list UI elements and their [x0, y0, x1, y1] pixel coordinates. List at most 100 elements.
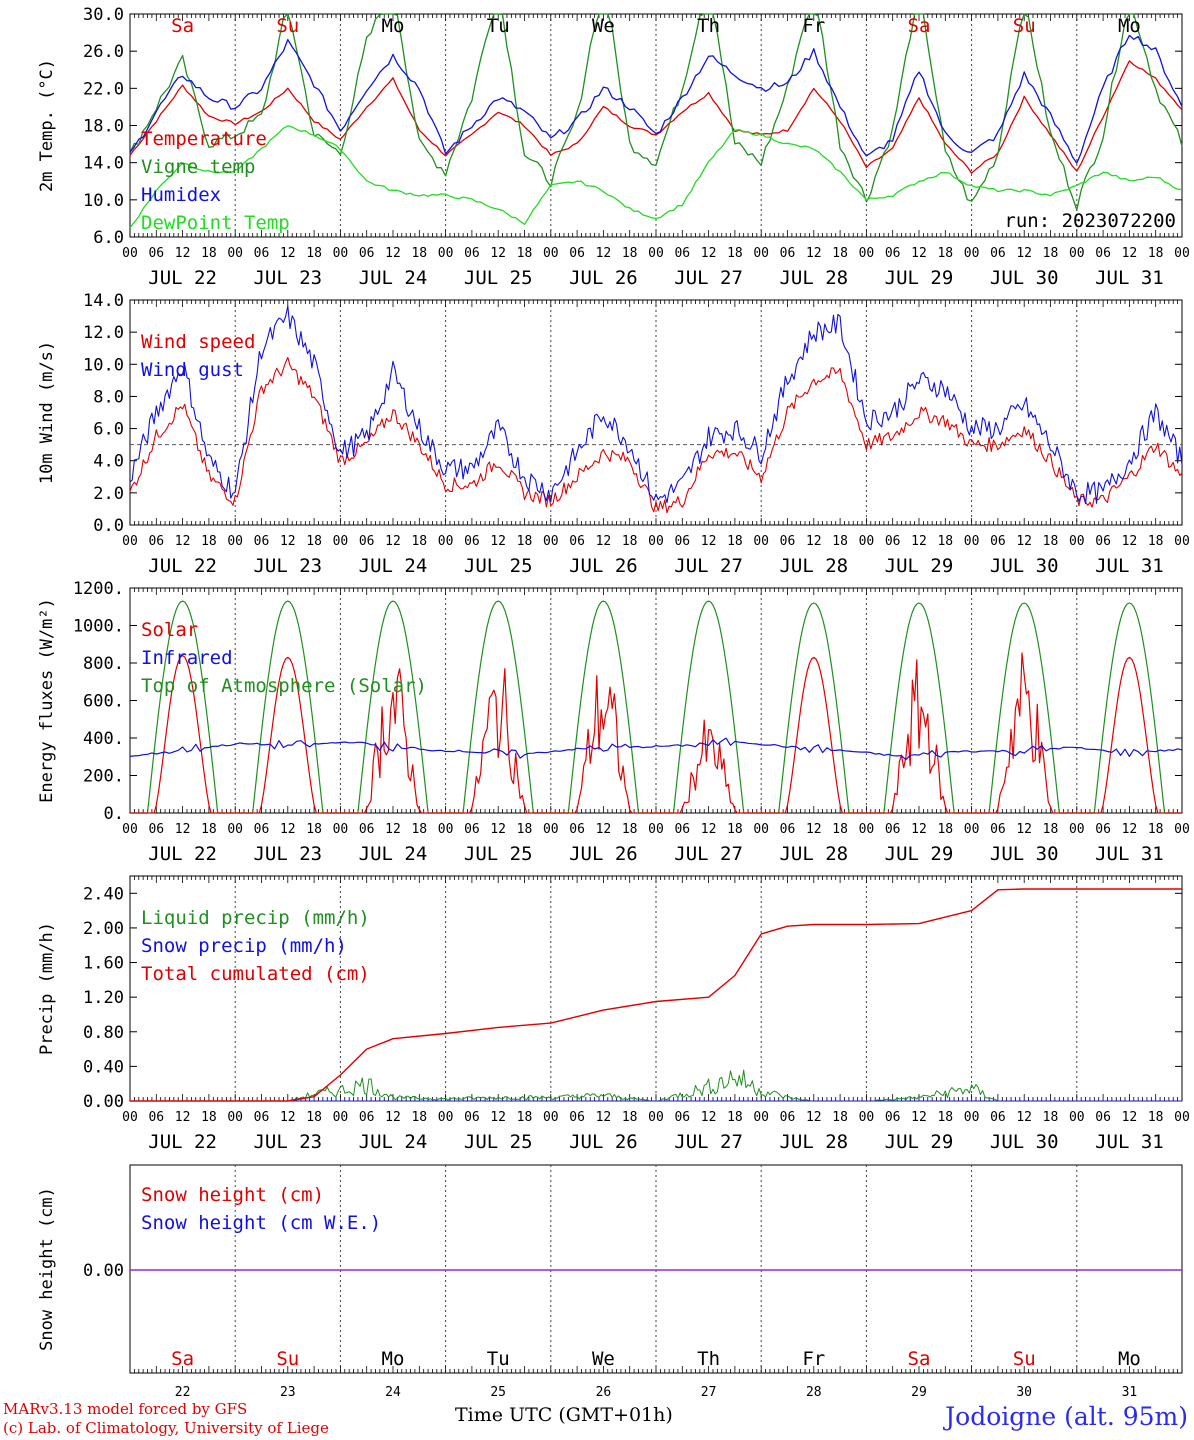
hour-tick-label: 00 [648, 1110, 664, 1125]
hour-tick-label: 18 [1148, 822, 1164, 837]
hour-tick-label: 18 [622, 534, 638, 549]
hour-tick-label: 18 [411, 1110, 427, 1125]
hour-tick-label: 12 [806, 822, 822, 837]
weekday-label: Sa [171, 15, 194, 37]
hour-tick-label: 12 [490, 246, 506, 261]
legend-entry: Wind speed [141, 331, 255, 353]
y-tick-label: 0.00 [83, 1092, 124, 1112]
weekday-label: Tu [487, 15, 510, 37]
hour-tick-label: 12 [596, 1110, 612, 1125]
hour-tick-label: 12 [596, 534, 612, 549]
y-tick-label: 0.0 [93, 516, 124, 536]
hour-tick-label: 06 [990, 822, 1006, 837]
y-tick-label: 8.0 [93, 387, 124, 407]
station-label: Jodoigne (alt. 95m) [945, 1402, 1188, 1431]
day-number-label: 26 [596, 1385, 612, 1400]
legend-entry: Infrared [141, 647, 233, 669]
day-label: JUL 23 [253, 267, 322, 289]
hour-tick-label: 06 [464, 246, 480, 261]
hour-tick-label: 06 [464, 1110, 480, 1125]
weekday-label: Th [697, 1348, 720, 1370]
hour-tick-label: 00 [753, 1110, 769, 1125]
hour-tick-label: 06 [885, 1110, 901, 1125]
hour-tick-label: 00 [227, 1110, 243, 1125]
hour-tick-label: 06 [569, 534, 585, 549]
day-label: JUL 26 [569, 1131, 638, 1153]
hour-tick-label: 06 [780, 246, 796, 261]
hour-tick-label: 12 [490, 822, 506, 837]
day-label: JUL 31 [1095, 267, 1164, 289]
day-label: JUL 22 [148, 1131, 217, 1153]
hour-tick-label: 06 [885, 822, 901, 837]
hour-tick-label: 00 [122, 1110, 138, 1125]
hour-tick-label: 00 [859, 822, 875, 837]
hour-tick-label: 18 [832, 1110, 848, 1125]
hour-tick-label: 12 [490, 534, 506, 549]
hour-tick-label: 18 [306, 534, 322, 549]
day-label: JUL 27 [674, 843, 743, 865]
hour-tick-label: 12 [701, 534, 717, 549]
y-axis-label: 10m Wind (m/s) [37, 341, 57, 484]
day-label: JUL 22 [148, 843, 217, 865]
hour-tick-label: 12 [911, 822, 927, 837]
day-label: JUL 23 [253, 843, 322, 865]
day-label: JUL 30 [990, 843, 1059, 865]
y-tick-label: 10.0 [83, 355, 124, 375]
hour-tick-label: 18 [1148, 534, 1164, 549]
hour-tick-label: 00 [648, 534, 664, 549]
panel-4: 0.00 0.40 0.80 1.20 1.60 2.00 2.40 Precip (mm/h… [37, 875, 1190, 1153]
y-tick-label: 14.0 [83, 154, 124, 174]
hour-tick-label: 06 [674, 534, 690, 549]
hour-tick-label: 12 [911, 246, 927, 261]
hour-tick-label: 18 [201, 534, 217, 549]
y-tick-label: 0.80 [83, 1023, 124, 1043]
day-label: JUL 28 [779, 1131, 848, 1153]
hour-tick-label: 00 [227, 246, 243, 261]
y-tick-label: 200. [83, 767, 124, 787]
hour-tick-label: 00 [648, 246, 664, 261]
hour-tick-label: 12 [701, 1110, 717, 1125]
hour-tick-label: 12 [385, 534, 401, 549]
hour-tick-label: 18 [306, 1110, 322, 1125]
hour-tick-label: 00 [648, 822, 664, 837]
hour-tick-label: 12 [175, 1110, 191, 1125]
y-tick-label: 0.40 [83, 1057, 124, 1077]
legend-entry: Snow height (cm) [141, 1184, 324, 1206]
day-number-label: 30 [1016, 1385, 1032, 1400]
series-line-infrared [129, 737, 1183, 761]
hour-tick-label: 00 [543, 822, 559, 837]
y-tick-label: 0. [104, 804, 124, 824]
weekday-label: Su [1013, 15, 1036, 37]
hour-tick-label: 06 [359, 534, 375, 549]
weekday-label: Tu [487, 1348, 510, 1370]
day-label: JUL 25 [464, 555, 533, 577]
hour-tick-label: 18 [306, 822, 322, 837]
hour-tick-label: 12 [596, 822, 612, 837]
hour-tick-label: 18 [832, 246, 848, 261]
legend-entry: Top of Atmosphere (Solar) [141, 675, 427, 697]
hour-tick-label: 18 [1043, 822, 1059, 837]
weekday-label: Su [276, 1348, 299, 1370]
hour-tick-label: 18 [201, 246, 217, 261]
weekday-label: Mo [1118, 15, 1141, 37]
hour-tick-label: 12 [1016, 534, 1032, 549]
hour-tick-label: 12 [701, 822, 717, 837]
day-label: JUL 24 [359, 267, 428, 289]
hour-tick-label: 12 [806, 534, 822, 549]
hour-tick-label: 12 [806, 246, 822, 261]
hour-tick-label: 00 [333, 534, 349, 549]
hour-tick-label: 12 [385, 822, 401, 837]
legend-entry: Snow precip (mm/h) [141, 935, 347, 957]
hour-tick-label: 06 [674, 246, 690, 261]
panel-2: 0.0 2.0 4.0 6.0 8.0 10.0 12.0 14.0 10m Wind (m/s… [37, 291, 1190, 577]
legend-entry: Wind gust [141, 359, 244, 381]
hour-tick-label: 06 [990, 246, 1006, 261]
weekday-label: Mo [382, 15, 405, 37]
hour-tick-label: 12 [175, 246, 191, 261]
hour-tick-label: 00 [438, 1110, 454, 1125]
hour-tick-label: 00 [1069, 534, 1085, 549]
hour-tick-label: 12 [1016, 822, 1032, 837]
hour-tick-label: 18 [517, 1110, 533, 1125]
hour-tick-label: 06 [464, 534, 480, 549]
